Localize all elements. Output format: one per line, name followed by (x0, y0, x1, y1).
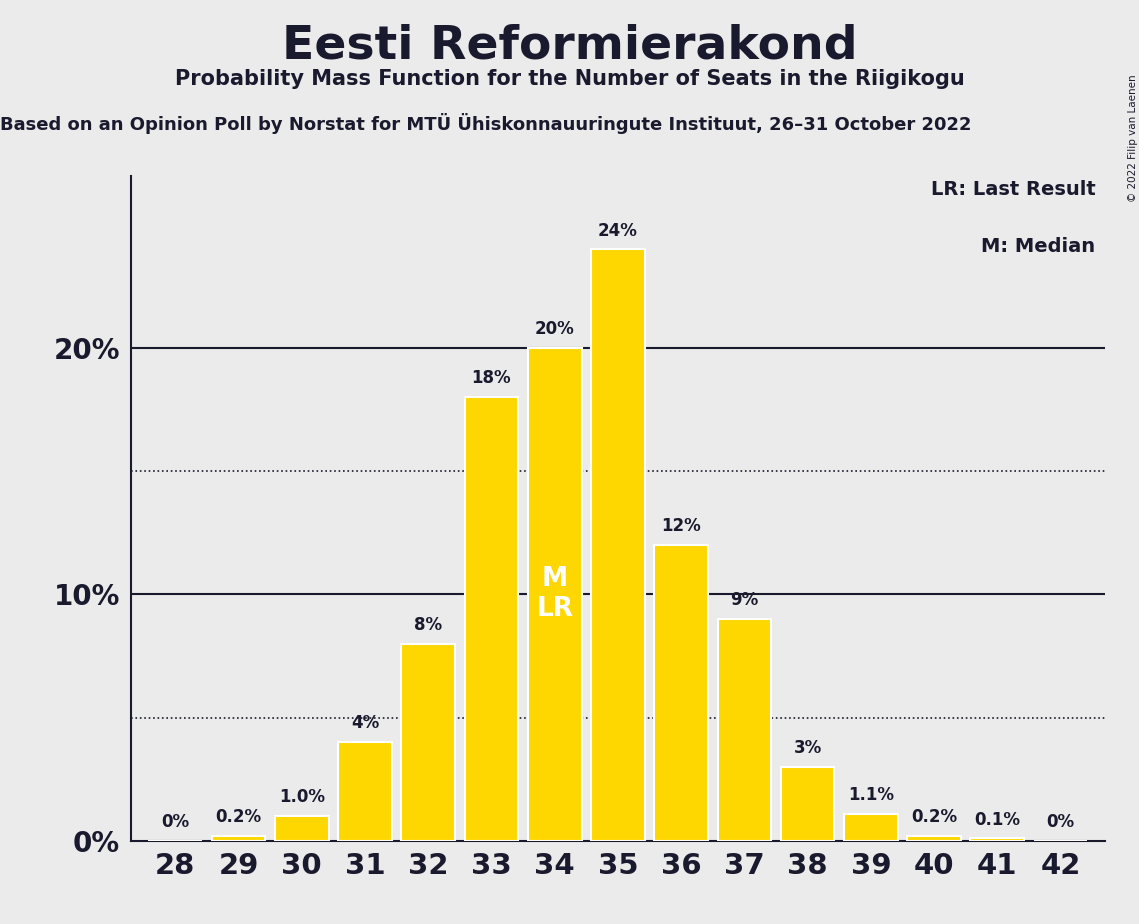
Bar (591, 249, 645, 841)
Bar (527, 348, 582, 841)
Text: M
LR: M LR (536, 566, 573, 623)
Text: 9%: 9% (730, 591, 759, 609)
Bar (401, 644, 456, 841)
Text: 12%: 12% (662, 517, 700, 535)
Text: Eesti Reformierakond: Eesti Reformierakond (281, 23, 858, 68)
Text: M: Median: M: Median (981, 237, 1096, 256)
Text: 24%: 24% (598, 222, 638, 239)
Text: 1.1%: 1.1% (847, 786, 894, 804)
Text: 0%: 0% (1047, 813, 1074, 831)
Bar (780, 767, 835, 841)
Bar (970, 838, 1024, 841)
Text: 8%: 8% (415, 616, 442, 634)
Text: 18%: 18% (472, 370, 511, 387)
Text: 0.2%: 0.2% (215, 808, 262, 826)
Text: © 2022 Filip van Laenen: © 2022 Filip van Laenen (1129, 74, 1138, 201)
Bar (212, 836, 265, 841)
Text: 3%: 3% (794, 739, 821, 757)
Text: Based on an Opinion Poll by Norstat for MTÜ Ühiskonnauuringute Instituut, 26–31 : Based on an Opinion Poll by Norstat for … (0, 113, 972, 134)
Text: LR: Last Result: LR: Last Result (931, 180, 1096, 200)
Bar (654, 545, 708, 841)
Text: 4%: 4% (351, 714, 379, 733)
Bar (465, 397, 518, 841)
Bar (718, 619, 771, 841)
Bar (908, 836, 961, 841)
Bar (274, 816, 328, 841)
Text: 1.0%: 1.0% (279, 788, 325, 807)
Bar (338, 742, 392, 841)
Text: 0%: 0% (162, 813, 189, 831)
Text: 20%: 20% (535, 321, 574, 338)
Text: 0.1%: 0.1% (974, 810, 1021, 829)
Text: Probability Mass Function for the Number of Seats in the Riigikogu: Probability Mass Function for the Number… (174, 69, 965, 90)
Bar (844, 814, 898, 841)
Text: 0.2%: 0.2% (911, 808, 957, 826)
